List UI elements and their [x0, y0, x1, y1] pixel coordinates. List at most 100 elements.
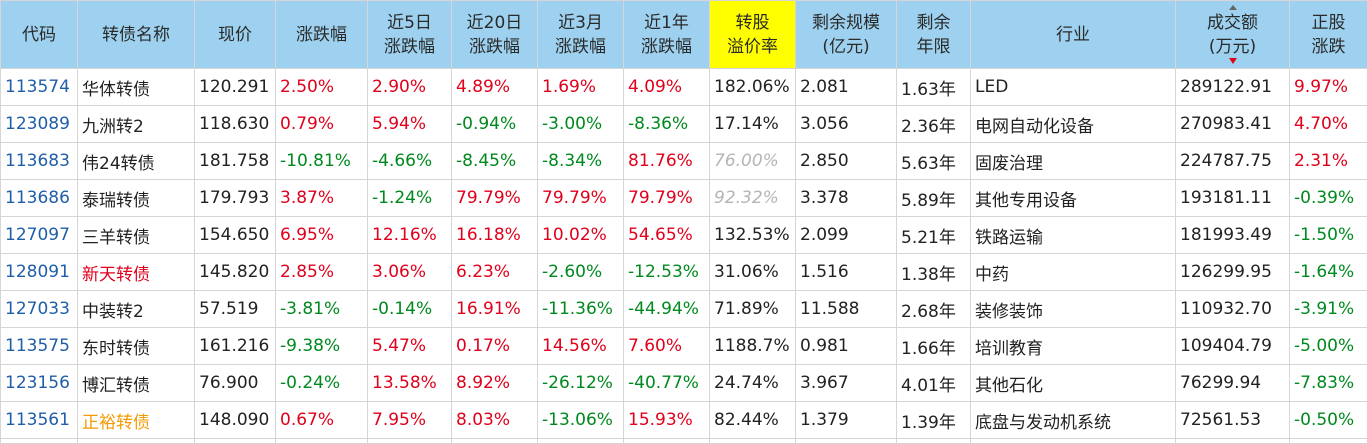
cell-chg5d: 2.90% [368, 69, 452, 106]
cell-chg20d: 16.18% [452, 217, 538, 254]
cell-code[interactable]: 113686 [1, 180, 78, 217]
cell-chg: -3.81% [276, 291, 368, 328]
cell-chg: 0.79% [276, 106, 368, 143]
cell-chg20d: 4.89% [452, 69, 538, 106]
cell-industry: 铁路运输 [971, 217, 1176, 254]
cell-name[interactable]: 泰瑞转债 [78, 180, 195, 217]
cell-scale: 3.378 [796, 180, 897, 217]
cell-term: 2.68年 [897, 291, 971, 328]
column-header-premium[interactable]: 转股溢价率 [710, 1, 796, 69]
column-header-chg1y[interactable]: 近1年涨跌幅 [624, 1, 710, 69]
cell-scale: 2.081 [796, 69, 897, 106]
cell-code[interactable]: 113561 [1, 402, 78, 439]
cell-scale: 3.056 [796, 106, 897, 143]
cell-chg3m: -2.60% [538, 254, 624, 291]
cell-name[interactable]: 华体转债 [78, 69, 195, 106]
cell-chg5d: 5.94% [368, 106, 452, 143]
cell-price: 76.900 [195, 365, 276, 402]
column-header-chg20d[interactable]: 近20日涨跌幅 [452, 1, 538, 69]
cell-empty [971, 439, 1176, 444]
column-header-price[interactable]: 现价 [195, 1, 276, 69]
column-header-label: 涨跌幅 [296, 25, 347, 45]
cell-name[interactable]: 中装转2 [78, 291, 195, 328]
cell-code[interactable]: 128091 [1, 254, 78, 291]
cell-chg20d: 0.17% [452, 328, 538, 365]
cell-chg1y: -12.53% [624, 254, 710, 291]
cell-chg: 3.87% [276, 180, 368, 217]
column-header-label: 正股 [1312, 13, 1346, 33]
cell-name[interactable]: 伟24转债 [78, 143, 195, 180]
cell-chg1y: -44.94% [624, 291, 710, 328]
sort-ascending-icon [1229, 5, 1237, 10]
cell-turnover: 110932.70 [1176, 291, 1290, 328]
table-row-partial [1, 439, 1367, 444]
cell-price: 154.650 [195, 217, 276, 254]
column-header-sublabel: (万元) [1209, 37, 1256, 57]
cell-chg: 0.67% [276, 402, 368, 439]
cell-industry: 电网自动化设备 [971, 106, 1176, 143]
cell-chg20d: 16.91% [452, 291, 538, 328]
cell-industry: 装修装饰 [971, 291, 1176, 328]
cell-industry: LED [971, 69, 1176, 106]
cell-empty [710, 439, 796, 444]
cell-term: 4.01年 [897, 365, 971, 402]
cell-name[interactable]: 东时转债 [78, 328, 195, 365]
column-header-industry[interactable]: 行业 [971, 1, 1176, 69]
cell-term: 1.38年 [897, 254, 971, 291]
column-header-label: 转债名称 [102, 25, 170, 45]
cell-name[interactable]: 正裕转债 [78, 402, 195, 439]
cell-industry: 中药 [971, 254, 1176, 291]
cell-term: 5.63年 [897, 143, 971, 180]
cell-chg3m: -3.00% [538, 106, 624, 143]
cell-name[interactable]: 新天转债 [78, 254, 195, 291]
column-header-turnover[interactable]: 成交额(万元) [1176, 1, 1290, 69]
cell-turnover: 270983.41 [1176, 106, 1290, 143]
cell-scale: 3.967 [796, 365, 897, 402]
cell-name[interactable]: 博汇转债 [78, 365, 195, 402]
cell-chg: -10.81% [276, 143, 368, 180]
cell-price: 118.630 [195, 106, 276, 143]
cell-code[interactable]: 113574 [1, 69, 78, 106]
cell-chg5d: 13.58% [368, 365, 452, 402]
column-header-code[interactable]: 代码 [1, 1, 78, 69]
column-header-chg3m[interactable]: 近3月涨跌幅 [538, 1, 624, 69]
column-header-term[interactable]: 剩余年限 [897, 1, 971, 69]
cell-chg20d: -8.45% [452, 143, 538, 180]
cell-chg5d: 5.47% [368, 328, 452, 365]
column-header-label: 代码 [22, 25, 56, 45]
column-header-stockchg[interactable]: 正股涨跌 [1290, 1, 1367, 69]
cell-chg5d: -0.14% [368, 291, 452, 328]
cell-code[interactable]: 127097 [1, 217, 78, 254]
cell-name[interactable]: 九洲转2 [78, 106, 195, 143]
column-header-name[interactable]: 转债名称 [78, 1, 195, 69]
cell-code[interactable]: 123156 [1, 365, 78, 402]
cell-code[interactable]: 113575 [1, 328, 78, 365]
cell-premium: 82.44% [710, 402, 796, 439]
cell-industry: 其他专用设备 [971, 180, 1176, 217]
cell-name[interactable]: 三羊转债 [78, 217, 195, 254]
cell-price: 148.090 [195, 402, 276, 439]
column-header-scale[interactable]: 剩余规模(亿元) [796, 1, 897, 69]
cell-chg1y: 79.79% [624, 180, 710, 217]
cell-industry: 其他石化 [971, 365, 1176, 402]
table-header-row: 代码 转债名称 现价涨跌幅 近5日涨跌幅近20日涨跌幅近3月涨跌幅近1年涨跌幅转股溢价… [1, 1, 1367, 69]
column-header-chg5d[interactable]: 近5日涨跌幅 [368, 1, 452, 69]
cell-stockchg: -1.64% [1290, 254, 1367, 291]
column-header-chg[interactable]: 涨跌幅 [276, 1, 368, 69]
cell-code[interactable]: 127033 [1, 291, 78, 328]
cell-empty [78, 439, 195, 444]
cell-code[interactable]: 113683 [1, 143, 78, 180]
cell-chg3m: 79.79% [538, 180, 624, 217]
cell-code[interactable]: 123089 [1, 106, 78, 143]
cell-premium: 92.32% [710, 180, 796, 217]
